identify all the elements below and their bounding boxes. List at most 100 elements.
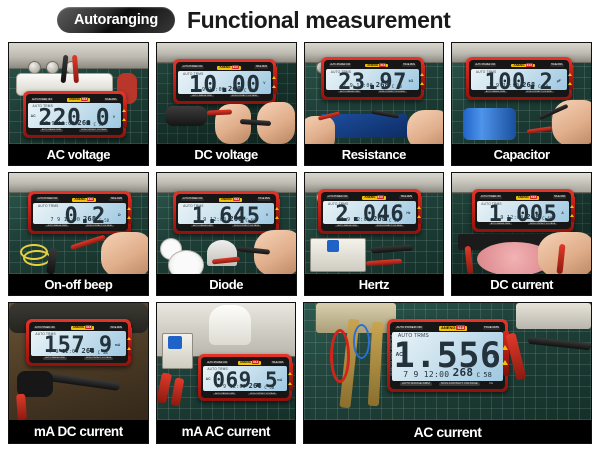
- meter-side-strip: [128, 197, 133, 225]
- meter-bottom-left-label: AUTO RANGE DMM: [213, 392, 237, 396]
- meter-lcd: AUTO TRMS AC 220.0 V 7 9 12:00 268 C 58: [27, 103, 121, 128]
- lcd-flags: AUTO TRMS: [397, 333, 429, 340]
- panel-caption: Diode: [156, 274, 296, 295]
- lcd-sub-tail: 58: [250, 217, 256, 223]
- meter-autopoweroff-label: AUTO POWER OFF: [474, 63, 497, 67]
- lcd-reading: 069.5: [212, 367, 279, 392]
- warning-triangle-icon: [121, 109, 126, 113]
- lcd-sub-left: 7 9 12:00: [195, 86, 226, 93]
- lcd-reading: 1.005: [488, 202, 558, 222]
- lcd-sub-unit: C: [388, 217, 392, 223]
- meter-bottom-right-label: NON-CONTACT VOLTAGE: [528, 222, 558, 226]
- warning-triangle-icon: [272, 84, 277, 88]
- meter-side-strip: [275, 197, 280, 225]
- warning-triangle-icon: [272, 76, 277, 80]
- meter-bottom-left-label: AUTO RANGE DMM: [400, 380, 432, 386]
- photo-ma-dc-current: AUTO POWER OFF ANENG 613 TRUE RMS AUTO TR…: [9, 303, 148, 420]
- page-header: Autoranging Functional measurement: [0, 0, 600, 40]
- photo-dc-current: AUTO POWER OFF ANENG 613 TRUE RMS AUTO TR…: [452, 173, 591, 274]
- meter-autopoweroff-label: AUTO POWER OFF: [395, 325, 424, 330]
- photo-dc-voltage: AUTO POWER OFF ANENG 613 TRUE RMS AUTO TR…: [156, 43, 296, 144]
- lcd-ac-flag: AC: [205, 376, 211, 381]
- panel-caption: DC voltage: [156, 144, 296, 165]
- panel-ma-ac-current[interactable]: AUTO POWER OFF ANENG 613 TRUE RMS AUTO TR…: [155, 302, 297, 444]
- meter-side-strip: [568, 63, 573, 91]
- warning-triangle-icon: [570, 213, 575, 217]
- panel-row-3: AUTO POWER OFF ANENG 613 TRUE RMS AUTO TR…: [8, 302, 592, 444]
- hand: [552, 99, 591, 144]
- lcd-sub-left: 7 9 12:00: [196, 216, 227, 223]
- panel-resistance[interactable]: AUTO POWER OFF ANENG 613 TRUE RMS AUTO TR…: [303, 42, 445, 166]
- meter-truerms-label: TRUE RMS: [552, 195, 567, 199]
- warning-triangle-icon: [127, 215, 132, 219]
- lcd-sub-left: 7 9 12:00: [216, 384, 247, 391]
- meter-bottom-left-label: AUTO RANGE DMM: [45, 224, 69, 228]
- meter-autopoweroff-label: AUTO POWER OFF: [181, 197, 204, 201]
- panel-ac-current[interactable]: AUTO POWER OFF ANENG 613 TRUE RMS AUTO TR…: [303, 302, 592, 444]
- breaker-switch: [326, 239, 340, 252]
- meter-bottom-right-label: NON-CONTACT VOLTAGE: [374, 224, 404, 228]
- panel-ac-voltage[interactable]: AUTO POWER OFF ANENG 613 TRUE RMS AUTO TR…: [8, 42, 149, 166]
- lcd-sub-left: 7 9 12:00: [403, 369, 450, 379]
- lcd-sub-unit: C: [476, 371, 481, 379]
- meter-autopoweroff-label: AUTO POWER OFF: [30, 97, 54, 102]
- meter-bottom-left-label: AUTO RANGE DMM: [43, 357, 67, 360]
- page-title: Functional measurement: [186, 6, 451, 33]
- lcd-unit: V: [112, 114, 115, 119]
- warning-triangle-icon: [567, 81, 572, 85]
- lcd-ac-flag: AC: [30, 113, 36, 118]
- panel-hertz[interactable]: AUTO POWER OFF ANENG 613 TRUE RMS AUTO TR…: [303, 172, 445, 296]
- meter-brand-label: ANENG 613: [70, 325, 95, 330]
- meter-bottom-left-label: AUTO RANGE DMM: [191, 224, 215, 228]
- meter-bottom-left-label: AUTO RANGE DMM: [488, 222, 512, 226]
- panel-caption: AC current: [304, 420, 591, 443]
- meter-bottom-left-label: AUTO RANGE DMM: [335, 224, 359, 228]
- lcd-sub-left: 7 9 12:00: [493, 214, 524, 221]
- warning-triangle-icon: [288, 372, 293, 376]
- panel-ma-dc-current[interactable]: AUTO POWER OFF ANENG 613 TRUE RMS AUTO TR…: [8, 302, 149, 444]
- lcd-sub-right: 268: [375, 80, 389, 89]
- lcd-reading: 100.2: [484, 69, 554, 90]
- yellow-coil: [22, 249, 51, 266]
- lcd-sub-right: 268: [77, 118, 91, 127]
- red-wire: [329, 328, 351, 383]
- lcd-sub-right: 268: [81, 347, 95, 356]
- blue-capacitor: [463, 107, 517, 140]
- workbench: [156, 173, 296, 194]
- warning-triangle-icon: [288, 381, 293, 385]
- panel-capacitor[interactable]: AUTO POWER OFF ANENG 613 TRUE RMS AUTO TR…: [451, 42, 592, 166]
- lcd-sub-unit: C: [97, 350, 101, 356]
- meter-autopoweroff-label: AUTO POWER OFF: [33, 325, 56, 330]
- meter-bottom-right-label: NON-CONTACT VOLTAGE: [229, 94, 259, 98]
- lcd-subdisplay: 7 9 12:00 268 C 58: [323, 215, 416, 223]
- lcd-sub-unit: C: [264, 385, 267, 391]
- warning-triangle-icon: [274, 215, 279, 219]
- lcd-sub-tail: 58: [394, 217, 399, 223]
- panel-row-1: AUTO POWER OFF ANENG 613 TRUE RMS AUTO TR…: [8, 42, 592, 166]
- lcd-unit: A: [492, 354, 497, 361]
- meter-truerms-label: TRUE RMS: [257, 197, 271, 201]
- battery-pack: [165, 105, 207, 126]
- lcd-subdisplay: 7 9 12:00 268 C 58: [203, 382, 287, 390]
- panel-on-off-beep[interactable]: AUTO POWER OFF ANENG 613 TRUE RMS AUTO TR…: [8, 172, 149, 296]
- meter-side-strip: [122, 98, 127, 128]
- lcd-reading: 10.00: [188, 72, 261, 94]
- pcb-board: [321, 113, 408, 138]
- warning-triangle-icon: [274, 207, 279, 211]
- multimeter: AUTO POWER OFF ANENG 613 TRUE RMS AUTO TR…: [318, 189, 423, 234]
- lcd-ac-flag: AC: [395, 352, 403, 359]
- meter-bottom-right-label: NON-CONTACT VOLTAGE: [84, 224, 115, 228]
- meter-autopoweroff-label: AUTO POWER OFF: [206, 360, 229, 365]
- panel-dc-current[interactable]: AUTO POWER OFF ANENG 613 TRUE RMS AUTO TR…: [451, 172, 592, 296]
- meter-truerms-label: TRUE RMS: [402, 63, 416, 67]
- panel-dc-voltage[interactable]: AUTO POWER OFF ANENG 613 TRUE RMS AUTO TR…: [155, 42, 297, 166]
- panel-diode[interactable]: AUTO POWER OFF ANENG 613 TRUE RMS AUTO TR…: [155, 172, 297, 296]
- meter-brand-label: ANENG 613: [237, 360, 262, 365]
- panel-caption: Capacitor: [452, 144, 591, 165]
- hand: [304, 115, 336, 144]
- meter-brand-label: ANENG 613: [217, 64, 241, 70]
- lcd-sub-tail: 58: [104, 217, 110, 223]
- lcd-subdisplay: 7 9 12:00 268 C 58: [326, 81, 419, 89]
- lcd-unit: mA: [114, 342, 121, 347]
- lcd-sub-unit: C: [391, 83, 395, 89]
